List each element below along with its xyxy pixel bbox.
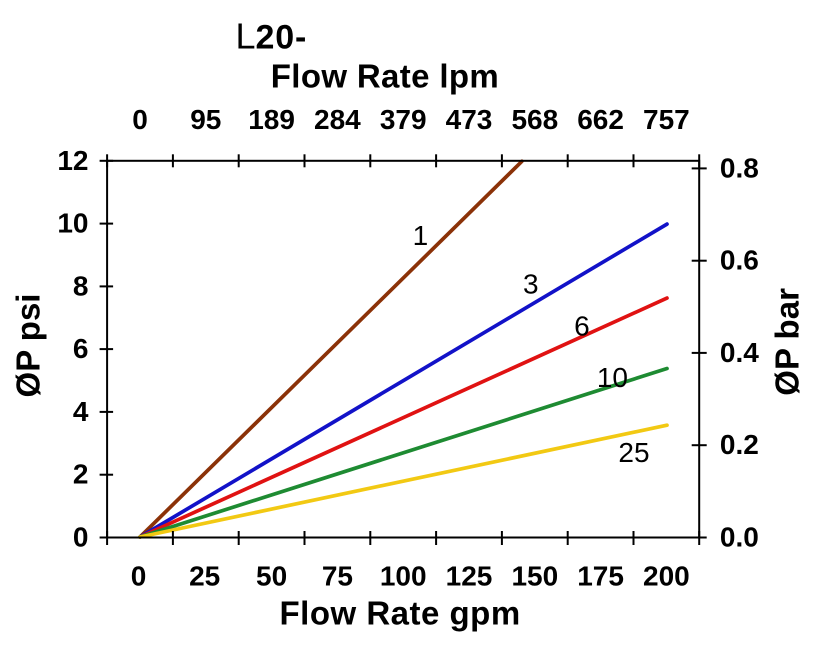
svg-text:1: 1 (413, 220, 429, 251)
svg-text:6: 6 (73, 333, 89, 364)
svg-text:ØP psi: ØP psi (10, 294, 47, 398)
svg-text:4: 4 (73, 396, 89, 427)
svg-text:25: 25 (189, 560, 220, 591)
svg-text:0.0: 0.0 (720, 522, 759, 553)
svg-text:0: 0 (132, 104, 148, 135)
svg-text:0.6: 0.6 (720, 245, 759, 276)
svg-text:150: 150 (511, 560, 558, 591)
svg-text:125: 125 (446, 560, 493, 591)
svg-text:8: 8 (73, 270, 89, 301)
svg-text:0.4: 0.4 (720, 337, 759, 368)
svg-text:662: 662 (577, 104, 624, 135)
svg-text:12: 12 (57, 145, 88, 176)
svg-text:10: 10 (597, 362, 628, 393)
svg-text:0.2: 0.2 (720, 429, 759, 460)
svg-text:473: 473 (446, 104, 493, 135)
svg-text:ØP bar: ØP bar (769, 288, 806, 396)
svg-text:0.8: 0.8 (720, 152, 759, 183)
svg-text:568: 568 (511, 104, 558, 135)
svg-text:200: 200 (643, 560, 690, 591)
svg-text:757: 757 (643, 104, 690, 135)
svg-text:100: 100 (380, 560, 427, 591)
svg-text:2: 2 (73, 459, 89, 490)
svg-text:10: 10 (57, 208, 88, 239)
svg-text:0: 0 (73, 522, 89, 553)
svg-text:3: 3 (523, 268, 539, 299)
svg-text:379: 379 (380, 104, 427, 135)
svg-text:50: 50 (256, 560, 287, 591)
svg-text:25: 25 (618, 437, 649, 468)
svg-text:Flow Rate gpm: Flow Rate gpm (280, 595, 521, 632)
svg-text:75: 75 (322, 560, 353, 591)
svg-text:6: 6 (574, 310, 590, 341)
svg-text:284: 284 (314, 104, 361, 135)
svg-text:Flow Rate lpm: Flow Rate lpm (271, 57, 499, 94)
svg-text:95: 95 (190, 104, 221, 135)
svg-text:175: 175 (577, 560, 624, 591)
svg-text:0: 0 (131, 560, 147, 591)
svg-text:L20-: L20- (236, 16, 308, 57)
svg-text:189: 189 (248, 104, 295, 135)
